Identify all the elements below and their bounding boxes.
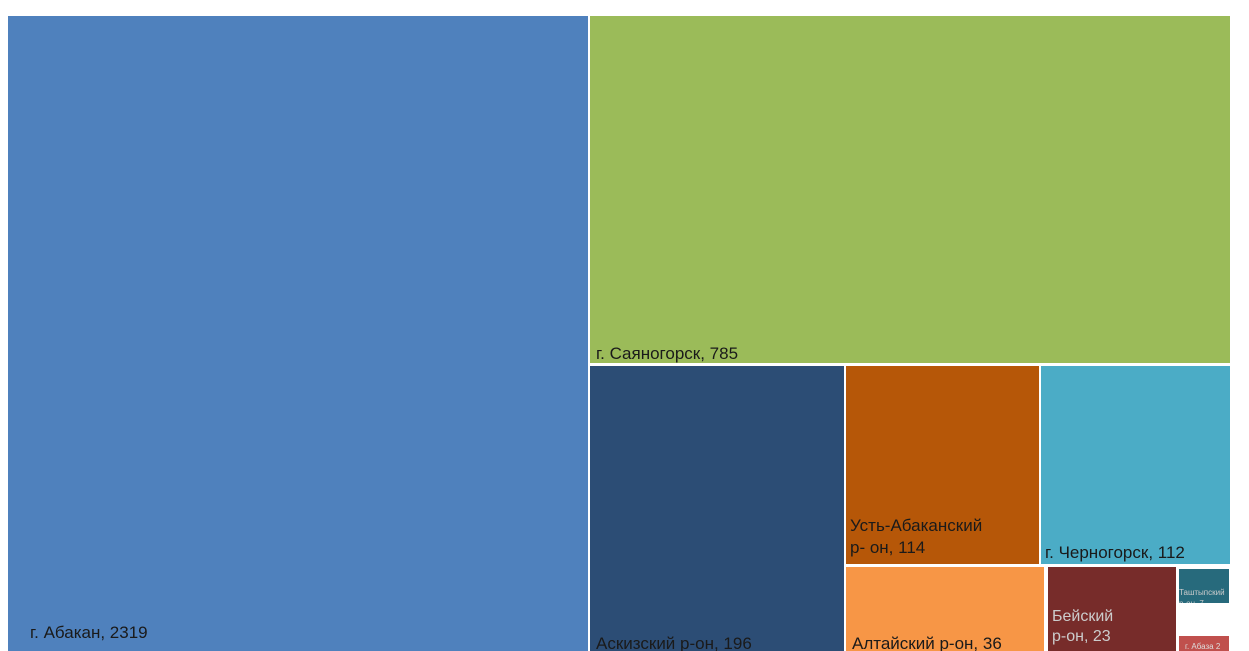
treemap-cell-label-8: Таштыпский р-он, 7 <box>1179 588 1225 608</box>
treemap-cell-label-1: г. Абакан, 2319 <box>30 623 148 642</box>
treemap-cell-label-4: Усть-Абаканский р- он, 114 <box>850 516 982 557</box>
treemap-cell-9 <box>1179 636 1229 651</box>
treemap-cell-3 <box>590 366 844 651</box>
treemap-cell-label-3: Аскизский р-он, 196 <box>596 634 752 651</box>
treemap-cell-label-7: Бейский р-он, 23 <box>1052 608 1113 645</box>
treemap-cell-2 <box>590 16 1230 363</box>
treemap-cell-4 <box>846 366 1039 564</box>
treemap-cell-label-5: г. Черногорск, 112 <box>1045 543 1185 562</box>
treemap-cell-8 <box>1179 569 1229 603</box>
treemap-cell-1 <box>8 16 588 651</box>
treemap-cell-6 <box>846 567 1044 651</box>
treemap-cell-label-6: Алтайский р-он, 36 <box>852 634 1002 651</box>
treemap-cell-label-2: г. Саяногорск, 785 <box>596 344 738 363</box>
treemap-cell-7 <box>1048 567 1176 651</box>
treemap-cell-label-9: г. Абаза 2 <box>1185 642 1221 651</box>
treemap-cell-5 <box>1041 366 1230 564</box>
